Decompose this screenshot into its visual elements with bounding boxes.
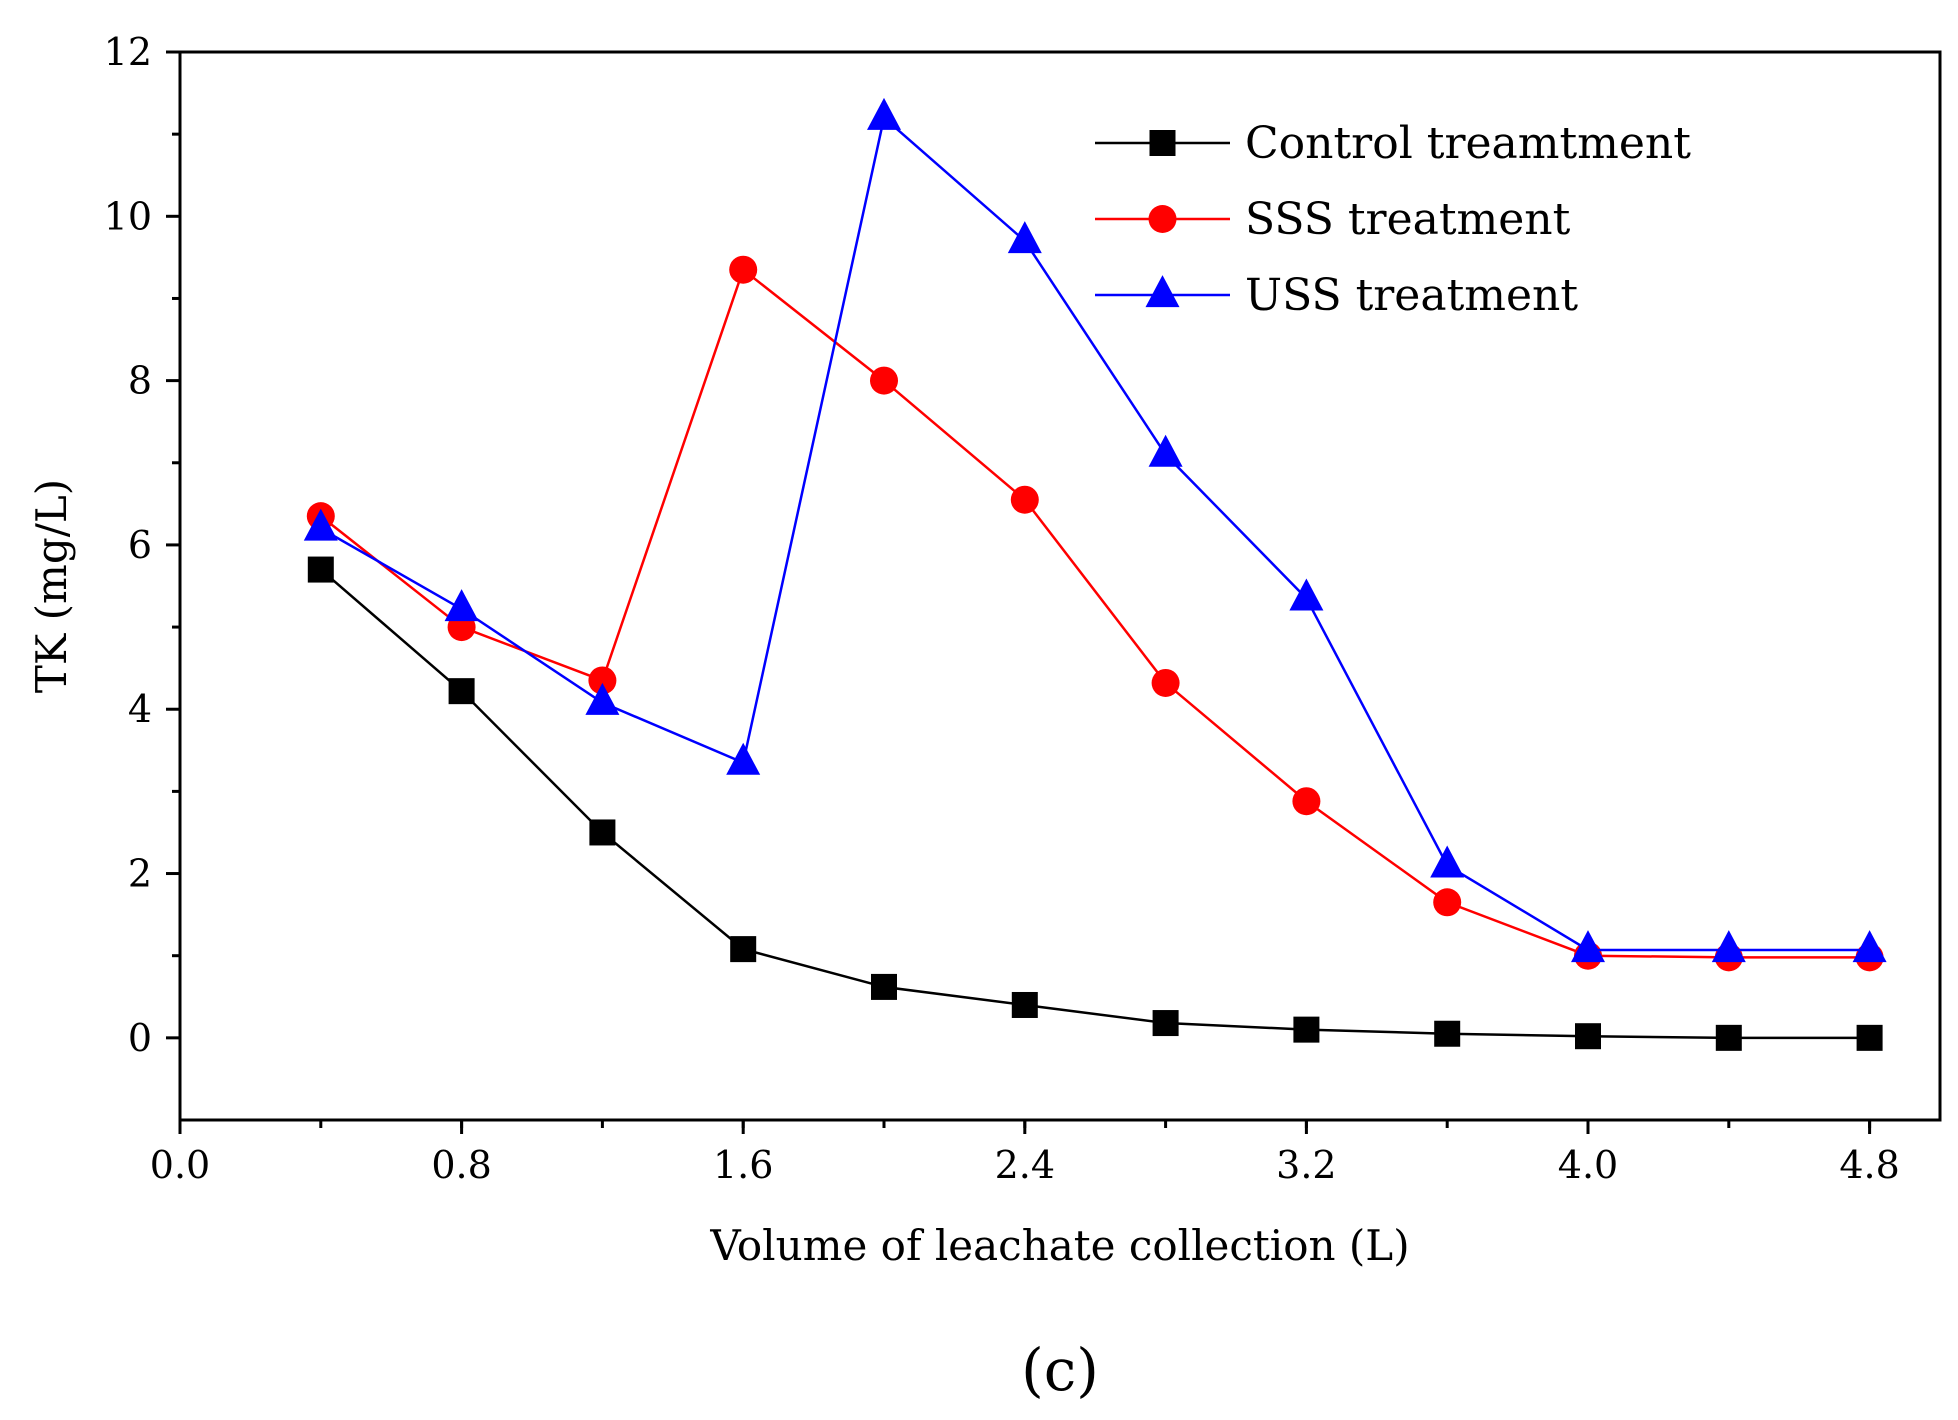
data-point [1852,930,1887,963]
data-point [1151,668,1180,697]
data-point [1433,888,1462,917]
data-point [729,255,758,284]
y-tick-label: 0 [128,1016,152,1060]
data-point [1711,930,1746,963]
data-point [1575,1023,1601,1050]
data-point [870,366,898,395]
series-triangle [303,97,1887,963]
y-tick-label: 8 [128,359,152,403]
x-tick-label: 3.2 [1276,1143,1336,1187]
series-line [319,568,1870,1040]
data-point [1148,434,1183,467]
data-point [588,666,617,695]
panel-label: (c) [1021,1336,1099,1404]
legend-label: USS treatment [1245,270,1578,321]
series-line [320,267,1870,959]
data-point [1289,578,1324,611]
data-point [1007,221,1042,254]
legend-item: USS treatment [1095,270,1578,321]
data-point [589,819,616,846]
x-tick-label: 2.4 [995,1143,1055,1187]
data-point [1293,1016,1320,1043]
y-axis-title: TK (mg/L) [27,479,76,693]
y-tick-label: 12 [104,30,152,74]
data-point [1856,1024,1883,1051]
axes: 0.0 0.8 1.6 2.4 3.2 4.0 4.8 0 2 4 6 8 10 12 [104,30,1942,1187]
legend-marker [1148,205,1177,233]
data-point [1430,845,1465,878]
data-point [726,742,761,775]
x-tick-label: 0.0 [150,1143,210,1187]
y-tick-label: 2 [128,852,152,896]
legend-item: Control treamtment [1095,118,1691,169]
legend-label: Control treamtment [1245,118,1691,169]
x-tick-label: 4.0 [1558,1143,1618,1187]
series-circle [306,255,1884,972]
y-tick-label: 6 [128,523,152,567]
x-tick-label: 0.8 [431,1143,491,1187]
y-tick-label: 10 [104,194,152,238]
data-point [444,589,479,622]
data-point [871,973,897,1000]
data-point [1011,991,1038,1018]
legend-marker [1149,130,1176,156]
data-point [1434,1020,1461,1047]
data-point [1715,1024,1742,1051]
x-tick-label: 1.6 [713,1143,773,1187]
y-tick-label: 4 [128,687,152,731]
data-point [1571,930,1605,963]
series-layer [303,97,1887,1051]
data-point [1010,485,1039,514]
data-point [1152,1010,1179,1037]
data-point [448,678,475,705]
data-point [585,682,620,715]
legend-item: SSS treatment [1095,194,1571,245]
legend-label: SSS treatment [1245,194,1571,245]
data-point [867,97,901,130]
data-point [303,508,338,541]
series-square [307,556,1883,1051]
legend: Control treamtment SSS treatment USS treat… [1095,118,1691,321]
legend-marker [1145,275,1180,308]
data-point [730,936,757,963]
data-point [1292,787,1321,816]
x-tick-label: 4.8 [1839,1143,1899,1187]
data-point [307,556,334,583]
plot-frame [178,50,1942,1122]
x-axis-title: Volume of leachate collection (L) [709,1221,1409,1270]
series-line [320,115,1870,952]
